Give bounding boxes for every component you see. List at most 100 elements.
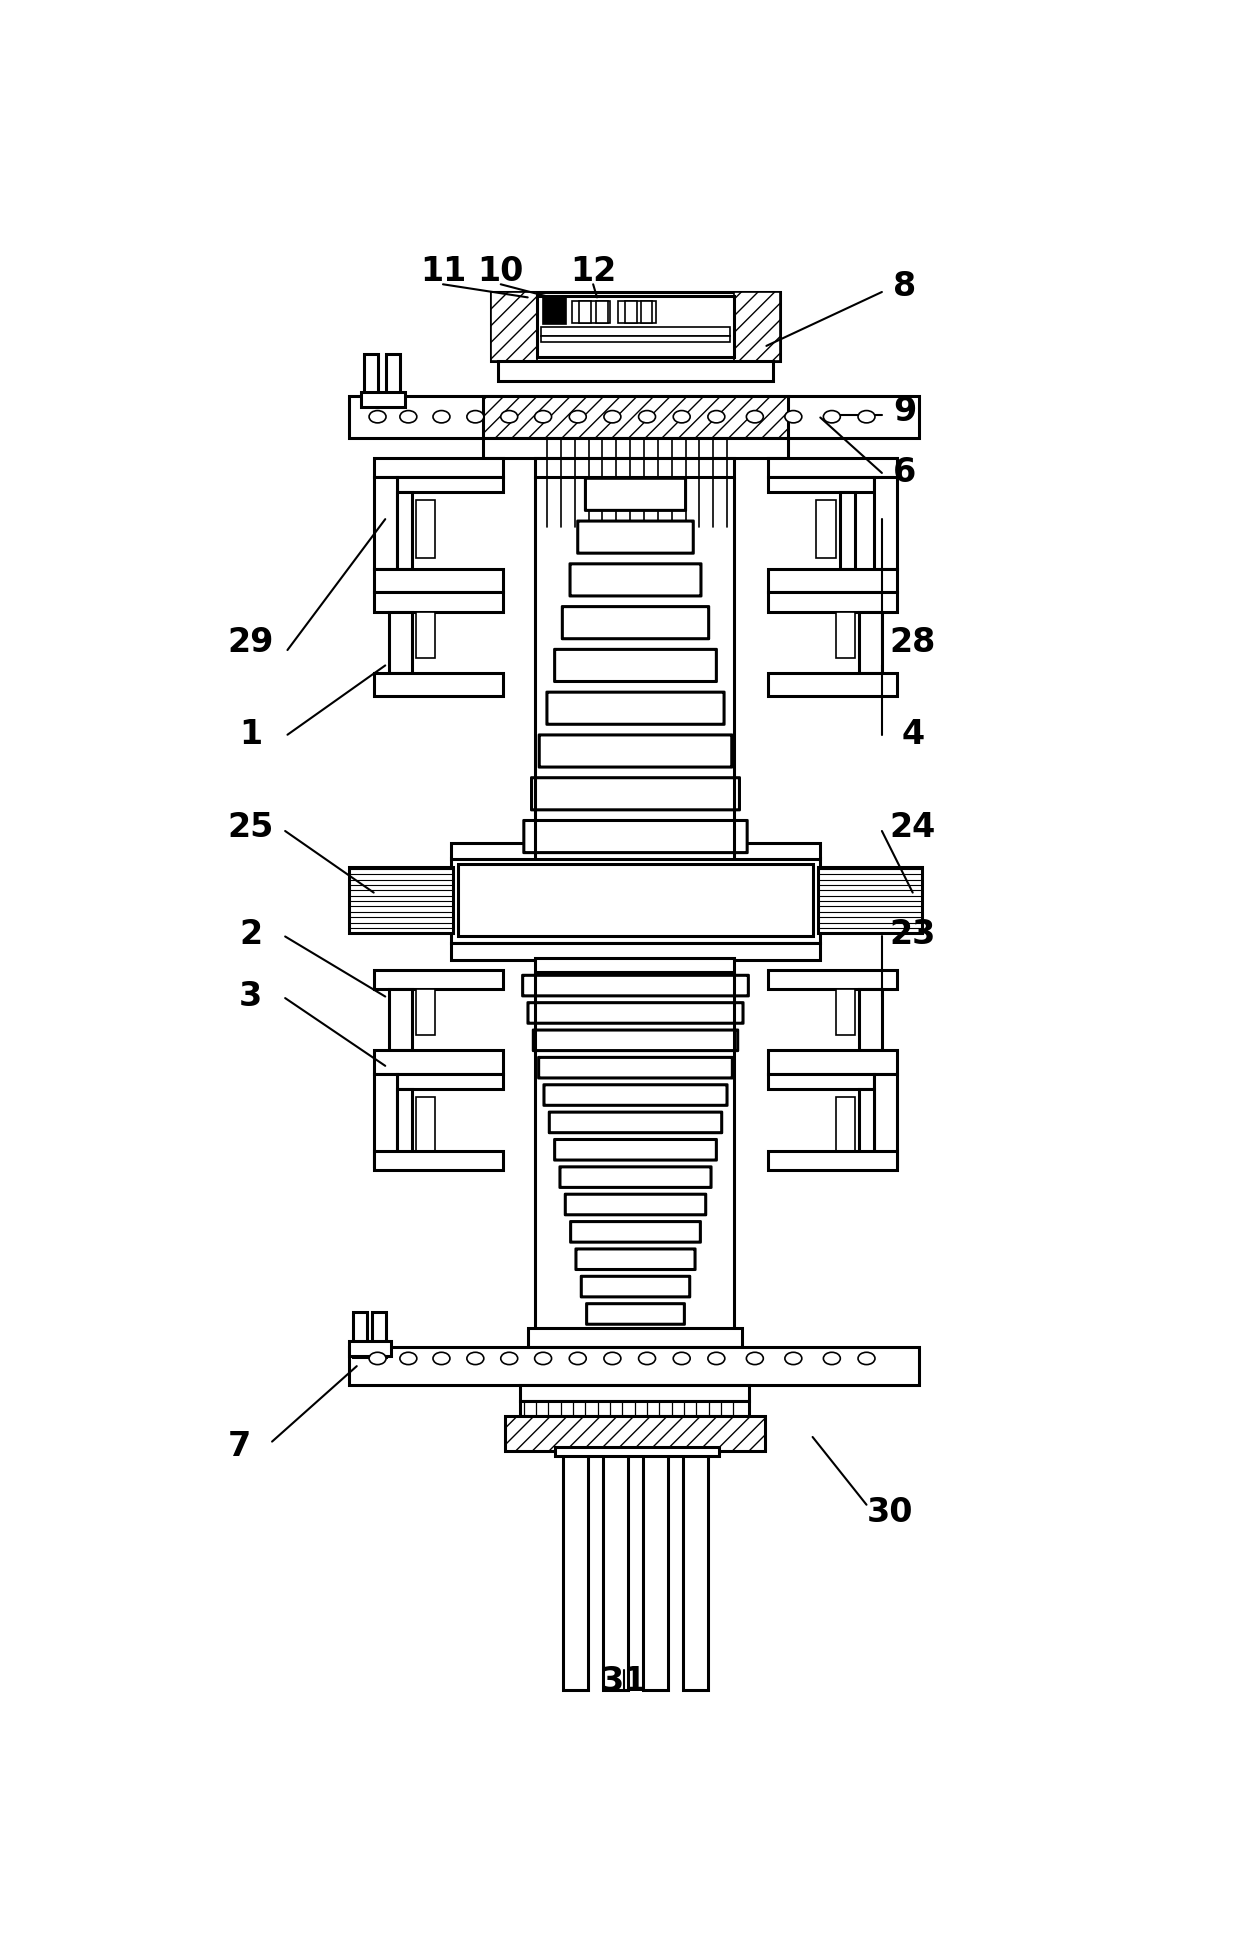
Ellipse shape bbox=[534, 410, 552, 424]
Ellipse shape bbox=[823, 1353, 841, 1364]
Bar bbox=[397, 492, 412, 570]
FancyBboxPatch shape bbox=[547, 693, 724, 724]
Bar bbox=[505, 1417, 765, 1450]
Text: 29: 29 bbox=[227, 627, 274, 660]
Text: 31: 31 bbox=[600, 1665, 647, 1698]
FancyBboxPatch shape bbox=[522, 976, 749, 996]
Bar bbox=[397, 1089, 412, 1165]
Bar bbox=[491, 293, 780, 361]
Bar bbox=[365, 353, 378, 404]
Bar bbox=[859, 990, 882, 1050]
Text: 7: 7 bbox=[227, 1431, 250, 1464]
Text: 9: 9 bbox=[893, 394, 916, 427]
Bar bbox=[541, 326, 730, 336]
Ellipse shape bbox=[433, 410, 450, 424]
Bar bbox=[734, 293, 780, 361]
Bar bbox=[536, 457, 734, 476]
Bar bbox=[386, 353, 399, 404]
Bar bbox=[768, 1074, 874, 1089]
Ellipse shape bbox=[399, 1353, 417, 1364]
Text: 30: 30 bbox=[867, 1495, 913, 1528]
Bar bbox=[836, 990, 854, 1035]
Bar bbox=[450, 859, 821, 943]
Bar bbox=[373, 1050, 503, 1074]
Ellipse shape bbox=[673, 1353, 691, 1364]
Bar bbox=[768, 457, 898, 476]
Bar bbox=[450, 843, 821, 859]
Bar bbox=[397, 476, 503, 492]
Text: 6: 6 bbox=[893, 457, 916, 490]
FancyBboxPatch shape bbox=[570, 1222, 701, 1241]
Bar bbox=[450, 943, 821, 960]
Bar bbox=[768, 673, 898, 697]
Bar bbox=[373, 476, 397, 570]
Bar bbox=[836, 611, 854, 658]
Ellipse shape bbox=[399, 410, 417, 424]
Ellipse shape bbox=[785, 410, 802, 424]
FancyBboxPatch shape bbox=[544, 1085, 727, 1105]
FancyBboxPatch shape bbox=[554, 1140, 717, 1159]
Ellipse shape bbox=[467, 410, 484, 424]
Ellipse shape bbox=[823, 410, 841, 424]
Bar bbox=[350, 1347, 919, 1386]
Bar bbox=[350, 1341, 392, 1357]
Bar bbox=[373, 1074, 397, 1165]
Ellipse shape bbox=[370, 410, 386, 424]
Bar bbox=[350, 867, 453, 933]
Bar bbox=[563, 1450, 588, 1690]
Bar bbox=[484, 439, 787, 457]
FancyBboxPatch shape bbox=[554, 650, 717, 681]
Bar bbox=[484, 396, 787, 439]
Bar bbox=[491, 293, 537, 361]
Text: 1: 1 bbox=[239, 718, 262, 752]
Bar bbox=[859, 1089, 874, 1165]
Bar bbox=[579, 301, 590, 322]
Bar bbox=[768, 1050, 898, 1074]
Text: 3: 3 bbox=[239, 980, 262, 1013]
Bar bbox=[373, 1150, 503, 1169]
Ellipse shape bbox=[858, 410, 875, 424]
Bar bbox=[859, 611, 882, 673]
Ellipse shape bbox=[501, 1353, 517, 1364]
Ellipse shape bbox=[785, 1353, 802, 1364]
Text: 24: 24 bbox=[889, 810, 936, 843]
Bar bbox=[641, 301, 652, 322]
Bar bbox=[397, 1074, 503, 1089]
Bar bbox=[543, 297, 567, 324]
Bar bbox=[603, 1450, 627, 1690]
Bar bbox=[528, 1327, 742, 1347]
Bar bbox=[768, 970, 898, 990]
FancyBboxPatch shape bbox=[565, 1195, 706, 1214]
Bar bbox=[618, 301, 656, 322]
Ellipse shape bbox=[534, 1353, 552, 1364]
Bar bbox=[625, 301, 637, 322]
Bar bbox=[484, 396, 787, 439]
Ellipse shape bbox=[604, 410, 621, 424]
Bar bbox=[520, 1386, 749, 1402]
Ellipse shape bbox=[673, 410, 691, 424]
FancyBboxPatch shape bbox=[523, 820, 748, 853]
Ellipse shape bbox=[639, 1353, 656, 1364]
Bar bbox=[417, 611, 435, 658]
Bar bbox=[417, 990, 435, 1035]
FancyBboxPatch shape bbox=[532, 777, 739, 810]
Ellipse shape bbox=[467, 1353, 484, 1364]
FancyBboxPatch shape bbox=[539, 736, 732, 767]
FancyBboxPatch shape bbox=[528, 1003, 743, 1023]
Text: 28: 28 bbox=[889, 627, 936, 660]
Ellipse shape bbox=[639, 410, 656, 424]
Text: 8: 8 bbox=[893, 269, 916, 303]
FancyBboxPatch shape bbox=[575, 1249, 696, 1269]
Ellipse shape bbox=[708, 1353, 725, 1364]
Bar bbox=[836, 1097, 854, 1154]
Ellipse shape bbox=[708, 410, 725, 424]
Text: 25: 25 bbox=[227, 810, 274, 843]
Bar bbox=[768, 1150, 898, 1169]
Bar bbox=[350, 396, 919, 439]
Bar bbox=[505, 1417, 765, 1450]
Bar bbox=[768, 476, 874, 492]
Text: 2: 2 bbox=[239, 919, 262, 951]
Bar bbox=[373, 970, 503, 990]
Bar bbox=[683, 1450, 708, 1690]
Text: 12: 12 bbox=[570, 254, 616, 287]
